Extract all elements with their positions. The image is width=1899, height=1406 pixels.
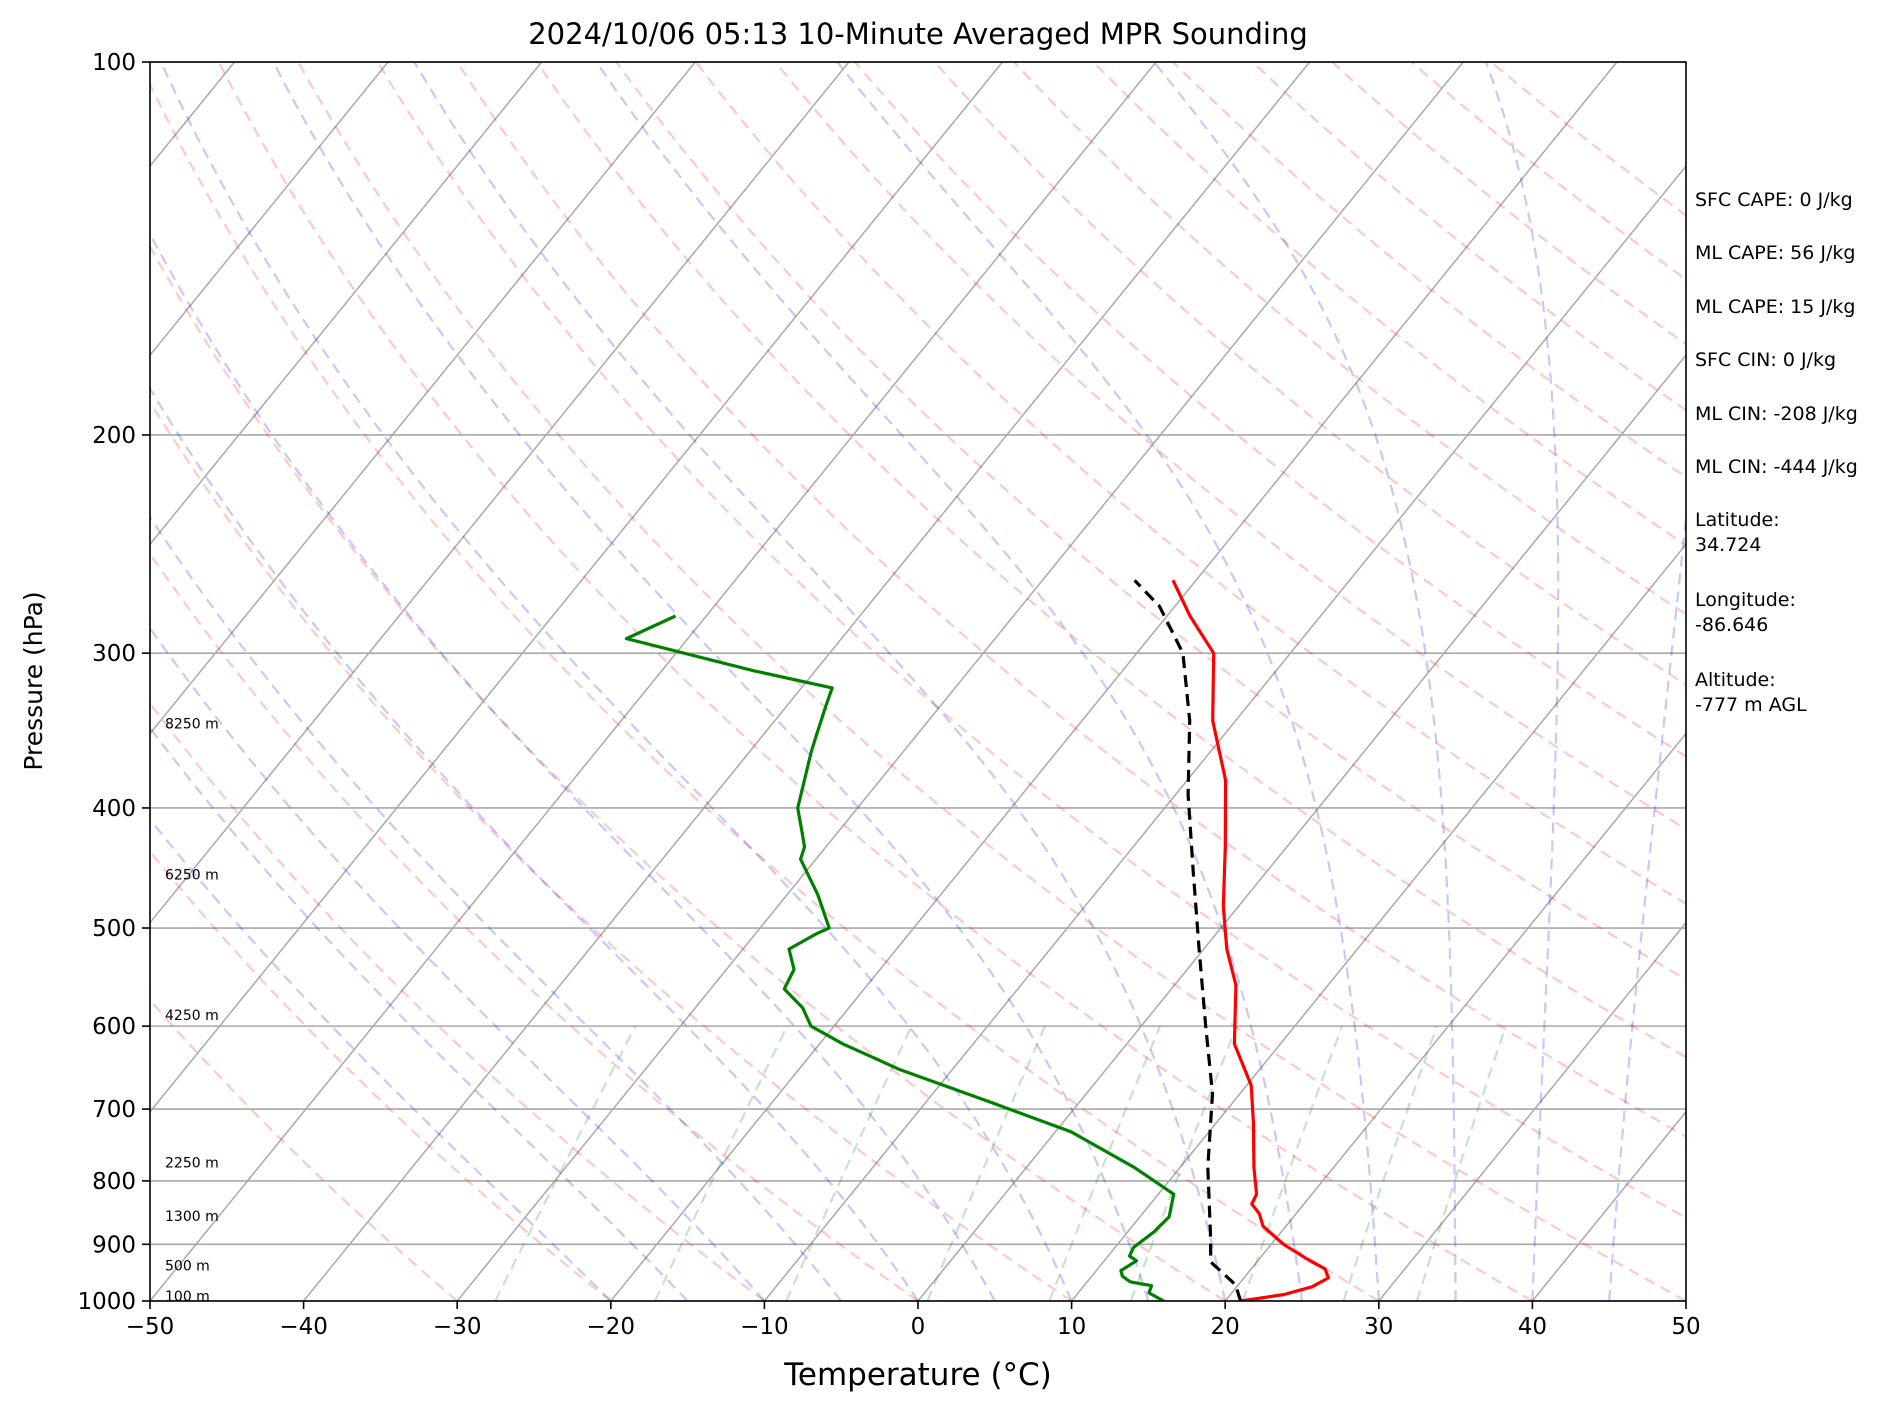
ml-cape-text-2: ML CAPE: 15 J/kg	[1695, 296, 1856, 318]
y-tick-label: 100	[92, 50, 136, 76]
moist-adiabat-line	[272, 62, 1150, 1301]
moist-adiabat-line	[150, 231, 996, 1301]
height-label: 6250 m	[165, 868, 219, 884]
moist-adiabat-line	[150, 626, 766, 1301]
height-label: 2250 m	[165, 1155, 219, 1171]
dry-adiabat-line	[535, 62, 1686, 1059]
height-label: 8250 m	[165, 716, 219, 732]
isotherm-line	[150, 62, 1157, 1301]
dry-adiabat-line	[150, 850, 612, 1301]
x-tick-label: 10	[1057, 1314, 1086, 1340]
dry-adiabat-line	[217, 62, 1533, 1301]
dry-adiabat-line	[150, 998, 458, 1301]
isotherm-line	[917, 353, 1686, 1301]
chart-title: 2024/10/06 05:13 10-Minute Averaged MPR …	[528, 17, 1308, 51]
x-tick-label: 50	[1671, 1314, 1700, 1340]
dry-adiabat-line	[615, 62, 1686, 982]
isotherm-line	[150, 62, 543, 546]
y-tick-label: 800	[92, 1169, 136, 1195]
dry-adiabat-line	[150, 82, 1380, 1301]
mixing-ratio-line	[926, 1025, 1047, 1301]
dry-adiabat-line	[1331, 62, 1686, 346]
x-tick-label: 30	[1364, 1314, 1393, 1340]
y-tick-label: 400	[92, 796, 136, 822]
dewpoint-line	[624, 614, 1176, 1301]
moist-adiabat-line	[1153, 62, 1457, 1301]
altitude-text: Altitude: -777 m AGL	[1695, 669, 1807, 716]
ml-cin-text-2: ML CIN: -444 J/kg	[1695, 456, 1858, 478]
dry-adiabat-line	[774, 62, 1686, 831]
height-label: 500 m	[165, 1259, 210, 1275]
isotherm-line	[456, 62, 1464, 1301]
isotherm-line	[1224, 732, 1686, 1301]
isotherm-line	[150, 62, 696, 735]
x-tick-label: −30	[433, 1314, 482, 1340]
x-tick-label: −10	[740, 1314, 789, 1340]
dry-adiabat-line	[297, 62, 1686, 1301]
mixing-ratio-line	[1129, 1025, 1238, 1301]
temperature-line	[1171, 579, 1330, 1301]
isotherm-line	[1378, 921, 1686, 1301]
moist-adiabat-line	[150, 386, 919, 1301]
moist-adiabat-line	[150, 726, 689, 1301]
dry-adiabat-line	[376, 62, 1686, 1220]
dry-adiabat-line	[1172, 62, 1686, 479]
plot-frame	[149, 61, 1687, 1302]
moist-adiabat-line	[150, 817, 612, 1301]
ml-cin-text: ML CIN: -208 J/kg	[1695, 403, 1858, 425]
y-tick-label: 300	[92, 641, 136, 667]
mixing-ratio-line	[785, 1025, 913, 1301]
dry-adiabat-line	[695, 62, 1686, 905]
ml-cape-text: ML CAPE: 56 J/kg	[1695, 242, 1856, 264]
sfc-cin-text: SFC CIN: 0 J/kg	[1695, 349, 1837, 371]
x-tick-label: 20	[1211, 1314, 1240, 1340]
y-tick-label: 500	[92, 916, 136, 942]
moist-adiabat-line	[159, 62, 1073, 1301]
isotherm-line	[763, 164, 1686, 1301]
isotherm-line	[150, 62, 1004, 1114]
dry-adiabat-line	[150, 551, 919, 1301]
dry-adiabat-line	[150, 399, 1073, 1301]
dry-adiabat-line	[456, 62, 1686, 1138]
x-tick-label: −50	[126, 1314, 175, 1340]
y-tick-label: 900	[92, 1232, 136, 1258]
x-tick-label: −40	[279, 1314, 328, 1340]
x-tick-label: 0	[911, 1314, 926, 1340]
mixing-ratio-line	[1048, 1025, 1162, 1301]
y-tick-label: 200	[92, 423, 136, 449]
moist-adiabat-line	[595, 62, 1304, 1301]
y-axis-label: Pressure (hPa)	[19, 591, 48, 770]
sfc-cape-text: SFC CAPE: 0 J/kg	[1695, 189, 1853, 211]
height-label: 100 m	[165, 1289, 210, 1305]
dry-adiabat-line	[1251, 62, 1686, 412]
height-label: 4250 m	[165, 1008, 219, 1024]
y-tick-label: 600	[92, 1014, 136, 1040]
dry-adiabat-line	[150, 244, 1226, 1301]
parcel-profile-line	[1133, 579, 1243, 1301]
isotherm-line	[610, 62, 1618, 1301]
mixing-ratio-line	[494, 1025, 637, 1301]
moist-adiabat-line	[413, 62, 1227, 1301]
mixing-ratio-line	[1342, 1025, 1438, 1301]
y-tick-label: 1000	[77, 1289, 136, 1315]
longitude-text: Longitude: -86.646	[1695, 589, 1796, 636]
moist-adiabat-line	[836, 62, 1380, 1301]
x-tick-label: −20	[587, 1314, 636, 1340]
latitude-text: Latitude: 34.724	[1695, 509, 1780, 556]
mixing-ratio-line	[1415, 1025, 1507, 1301]
x-tick-label: 40	[1518, 1314, 1547, 1340]
moist-adiabat-line	[1484, 62, 1560, 1301]
mixing-ratio-line	[653, 1025, 789, 1301]
dry-adiabat-line	[150, 701, 766, 1301]
mixing-ratio-line	[1241, 1025, 1344, 1301]
isotherm-line	[1071, 543, 1686, 1301]
y-tick-label: 700	[92, 1097, 136, 1123]
isotherm-line	[150, 62, 389, 357]
moist-adiabat-line	[150, 515, 843, 1301]
x-axis-label: Temperature (°C)	[783, 1357, 1052, 1393]
isotherm-line	[150, 62, 850, 924]
height-label: 1300 m	[165, 1209, 219, 1225]
